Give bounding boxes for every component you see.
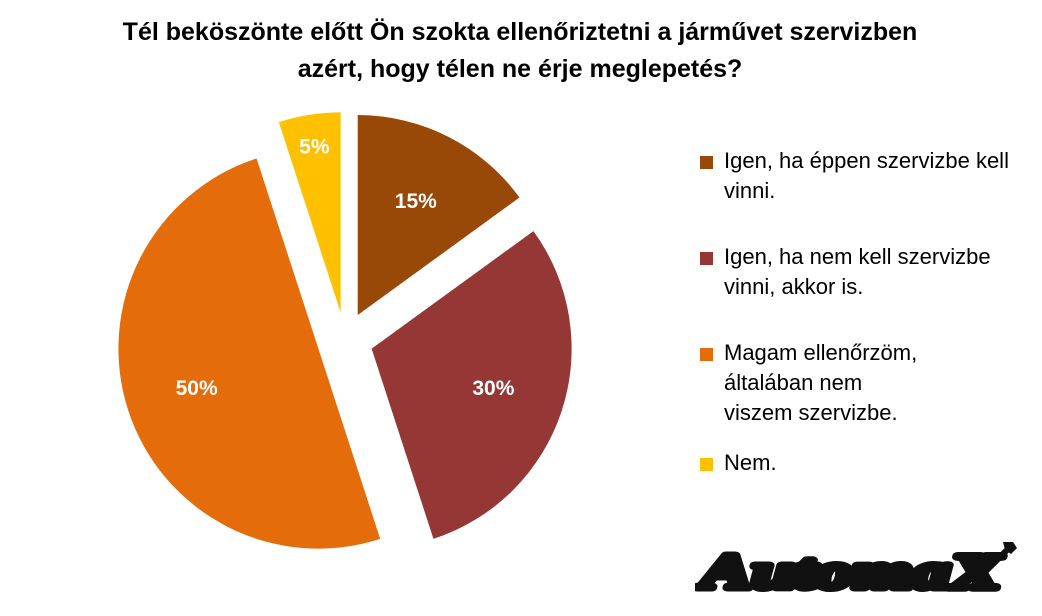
legend-swatch-2 (700, 252, 713, 265)
pie-slice-3 (118, 158, 381, 549)
logo-text-outline: AutomaX (696, 543, 1003, 599)
chart-legend: Igen, ha éppen szervizbe kell vinni. Ige… (700, 146, 1040, 478)
pie-chart: 15% 30% 50% 5% (118, 112, 572, 549)
pie-data-label-2: 30% (472, 377, 514, 400)
chart-title-line-2: azért, hogy télen ne érje meglepetés? (297, 55, 743, 83)
chart-title-line-1: Tél beköszönte előtt Ön szokta ellenőriz… (122, 18, 918, 46)
logo-wrench-icon (978, 542, 1017, 579)
pie-slice-2 (371, 231, 572, 539)
legend-label-4: Nem. (724, 450, 777, 475)
legend-item-3: Magam ellenőrzöm, általában nem viszem s… (700, 338, 1040, 448)
legend-swatch-4 (700, 458, 713, 471)
legend-item-1: Igen, ha éppen szervizbe kell vinni. (700, 146, 1040, 242)
legend-label-1: Igen, ha éppen szervizbe kell vinni. (724, 148, 1009, 203)
chart-title: Tél beköszönte előtt Ön szokta ellenőriz… (40, 14, 1000, 88)
logo-text: AutomaX (696, 543, 1003, 599)
pie-data-label-1: 15% (395, 190, 437, 213)
automax-logo: AutomaX AutomaX (695, 540, 1017, 602)
legend-swatch-3 (700, 348, 713, 361)
pie-slice-4 (278, 112, 341, 313)
legend-swatch-1 (700, 156, 713, 169)
pie-data-label-4: 5% (299, 135, 330, 158)
legend-label-2: Igen, ha nem kell szervizbe vinni, akkor… (724, 244, 991, 299)
legend-label-3: Magam ellenőrzöm, általában nem viszem s… (724, 340, 918, 425)
pie-slice-1 (357, 115, 520, 316)
legend-item-4: Nem. (700, 448, 1040, 478)
legend-item-2: Igen, ha nem kell szervizbe vinni, akkor… (700, 242, 1040, 338)
pie-data-label-3: 50% (176, 377, 218, 400)
